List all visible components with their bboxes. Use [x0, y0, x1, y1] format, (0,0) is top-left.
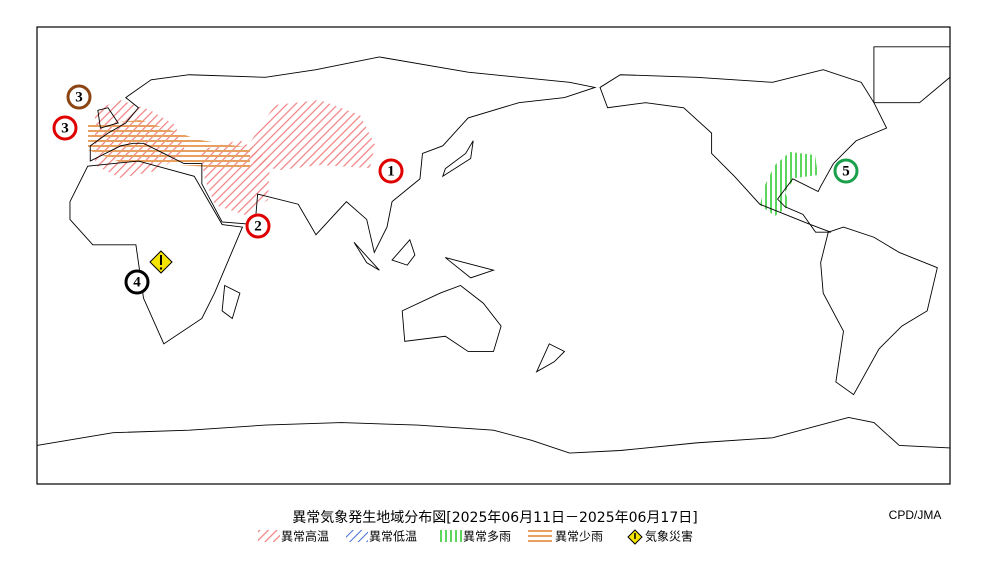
- marker-circle: [52, 115, 78, 141]
- marker-label: 3: [75, 89, 83, 105]
- marker-label: 3: [61, 120, 69, 136]
- marker-circle: [124, 269, 150, 295]
- coastline: [221, 284, 241, 320]
- marker: 4: [124, 269, 150, 295]
- coastline: [820, 226, 938, 396]
- coastline: [36, 417, 951, 454]
- legend-label: 気象災害: [645, 529, 693, 544]
- marker: 5: [833, 158, 859, 184]
- disaster-icon: [149, 250, 173, 274]
- legend-label: 異常低温: [369, 530, 417, 544]
- credit: CPD/JMA: [889, 508, 942, 522]
- marker-circle: [833, 158, 859, 184]
- map-title: 異常気象発生地域分布図[2025年06月11日－2025年06月17日]: [292, 510, 697, 526]
- map-frame: [36, 26, 951, 485]
- marker-label: 2: [254, 218, 262, 234]
- legend-label: 異常多雨: [463, 530, 511, 544]
- legend-label: 異常少雨: [555, 530, 603, 544]
- legend-swatch: [528, 530, 552, 542]
- marker: 1: [378, 158, 404, 184]
- coastline: [599, 69, 888, 233]
- coastline: [89, 56, 597, 254]
- marker: 3: [52, 115, 78, 141]
- legend-label: 異常高温: [281, 529, 329, 544]
- legend: 異常高温 異常低温 異常多雨 異常少雨 気象災害: [258, 529, 693, 545]
- coastlines: [36, 46, 951, 454]
- coastline: [353, 242, 380, 271]
- marker-circle: [245, 213, 271, 239]
- marker-circle: [378, 158, 404, 184]
- anomaly-areas: [88, 100, 818, 216]
- legend-swatch: [258, 530, 280, 542]
- marker-circle: [66, 84, 92, 110]
- marker-label: 4: [133, 274, 141, 290]
- marker: 3: [66, 84, 92, 110]
- coastline: [391, 238, 416, 266]
- coastline: [873, 46, 951, 104]
- dry-area: [88, 120, 250, 170]
- coastline: [97, 107, 119, 129]
- coastline: [401, 284, 502, 352]
- legend-swatch: [627, 529, 643, 545]
- marker-label: 5: [842, 163, 850, 179]
- legend-swatch: [346, 530, 368, 542]
- legend-swatch: [440, 530, 462, 542]
- coastline: [535, 343, 566, 373]
- marker-label: 1: [387, 163, 395, 179]
- coastline: [69, 160, 244, 345]
- coastline: [441, 140, 474, 178]
- marker: 2: [245, 213, 271, 239]
- coastline: [445, 257, 496, 279]
- warm-area: [245, 100, 375, 170]
